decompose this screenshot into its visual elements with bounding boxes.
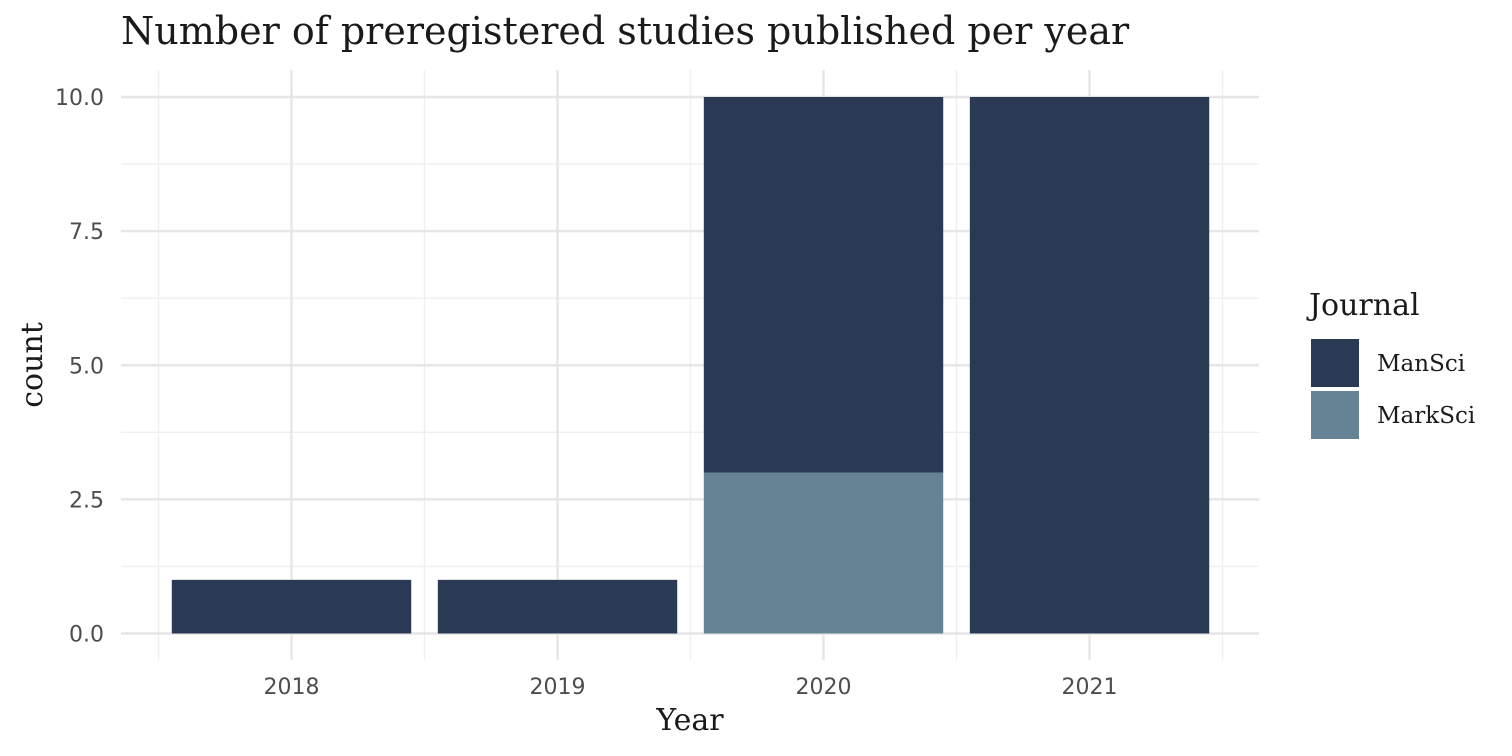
x-axis-title: Year — [655, 703, 724, 738]
x-axis-ticks: 2018 2019 2020 2021 — [264, 675, 1118, 700]
x-tick-label: 2020 — [796, 675, 852, 700]
chart-title: Number of preregistered studies publishe… — [121, 9, 1130, 53]
y-tick-label: 10.0 — [55, 86, 104, 111]
legend-swatch-marksci — [1311, 391, 1359, 439]
legend-label-marksci: MarkSci — [1377, 403, 1475, 429]
bar-mansci-2021 — [969, 97, 1210, 634]
bar-mansci-2018 — [171, 579, 412, 634]
y-tick-label: 2.5 — [69, 488, 104, 513]
legend: Journal ManSci MarkSci — [1306, 288, 1475, 439]
bars-group — [171, 97, 1210, 634]
x-tick-label: 2019 — [530, 675, 586, 700]
y-axis-title: count — [15, 322, 50, 408]
bar-mansci-2020 — [703, 97, 944, 473]
legend-label-mansci: ManSci — [1377, 351, 1465, 377]
legend-title: Journal — [1306, 288, 1420, 323]
y-tick-label: 0.0 — [69, 623, 104, 648]
legend-swatch-mansci — [1311, 339, 1359, 387]
x-tick-label: 2021 — [1062, 675, 1118, 700]
y-axis-ticks: 0.0 2.5 5.0 7.5 10.0 — [55, 86, 104, 648]
bar-mansci-2019 — [437, 579, 678, 634]
y-tick-label: 5.0 — [69, 354, 104, 379]
x-tick-label: 2018 — [264, 675, 320, 700]
bar-marksci-2020 — [703, 472, 944, 634]
y-tick-label: 7.5 — [69, 220, 104, 245]
